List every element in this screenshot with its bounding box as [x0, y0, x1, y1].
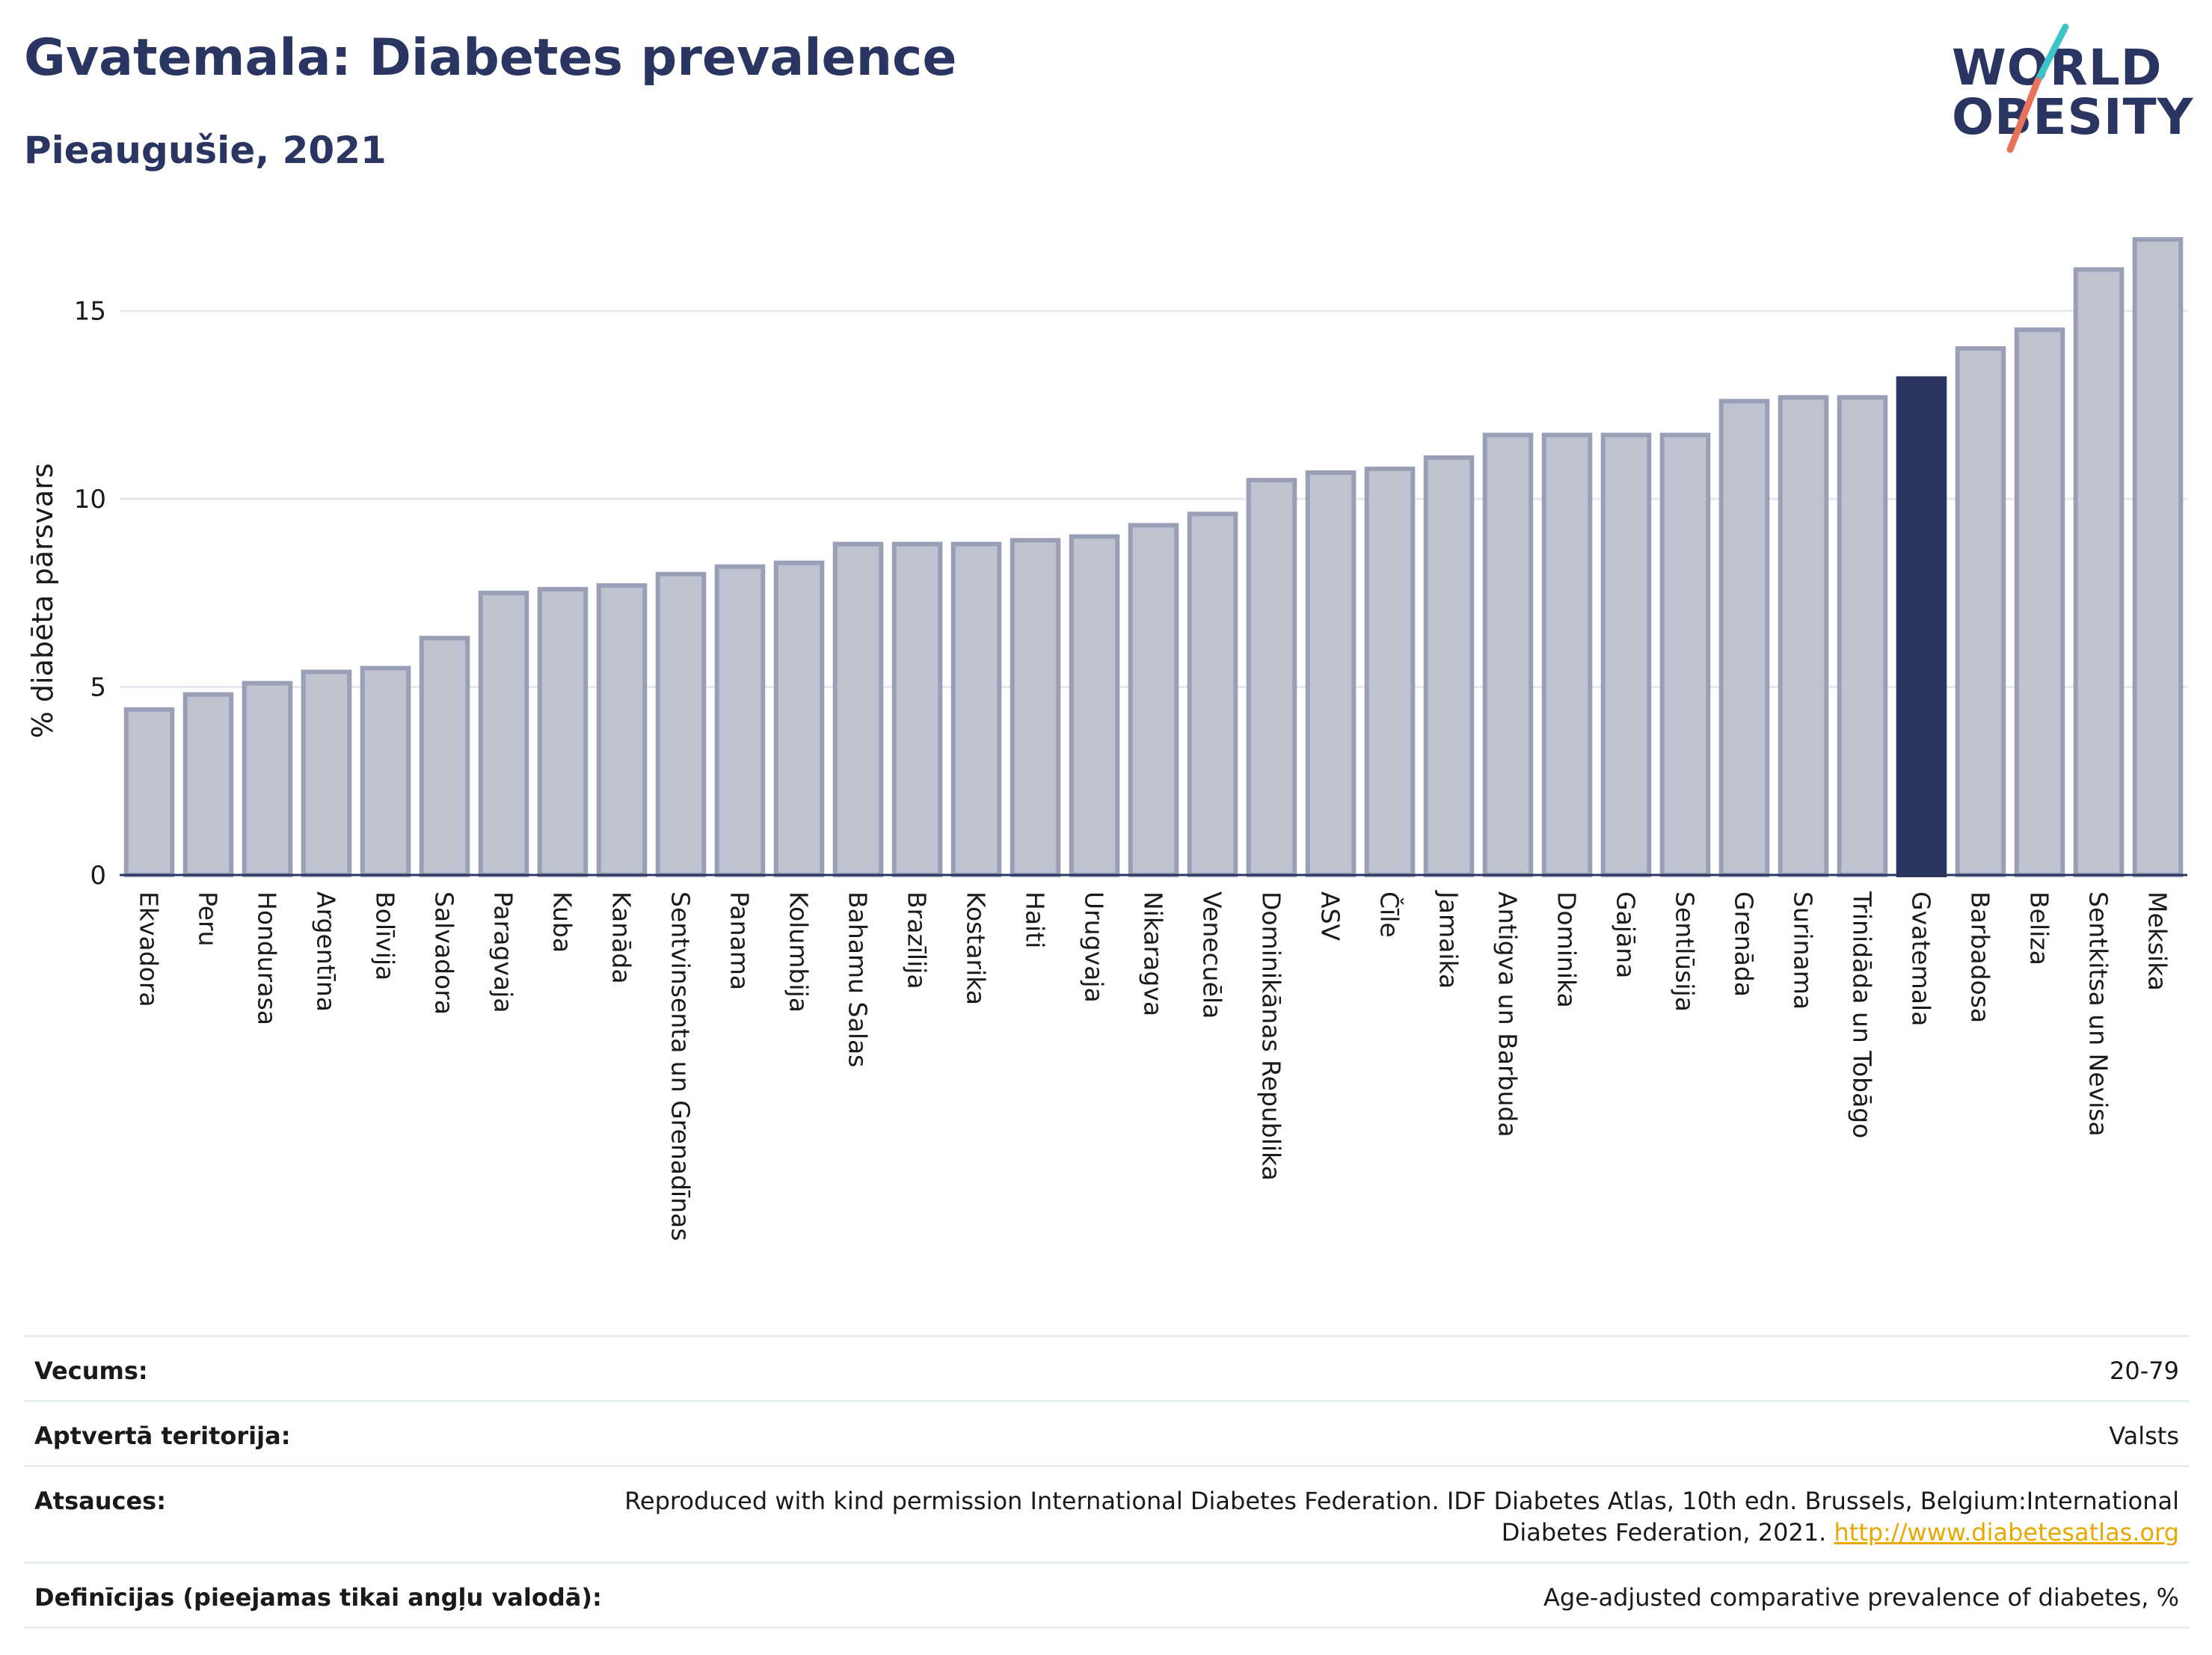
age-label: Vecums: — [34, 1357, 148, 1385]
x-tick-label: Peru — [194, 891, 223, 947]
bar-trinidāda-un-tobāgo — [1837, 395, 1888, 878]
bar-dominika — [1541, 432, 1593, 877]
bar-gvatemala — [1896, 376, 1947, 877]
x-tick-label: Venecuēla — [1198, 891, 1227, 1019]
info-row-definitions: Definīcijas (pieejamas tikai angļu valod… — [24, 1564, 2190, 1629]
info-row-age: Vecums: 20-79 — [24, 1337, 2190, 1402]
bar-antigva-un-barbuda — [1482, 432, 1534, 877]
bar-sentkitsa-un-nevisa — [2073, 267, 2125, 877]
y-tick-label: 10 — [74, 485, 106, 515]
references-value: Reproduced with kind permission Internat… — [624, 1485, 2179, 1548]
bar-sentvinsenta-un-grenadīnas — [655, 571, 707, 877]
x-tick-label: Panama — [725, 891, 755, 990]
x-tick-label: Čīle — [1375, 891, 1405, 938]
bar-sentlūsija — [1659, 432, 1711, 877]
x-tick-label: Hondurasa — [253, 891, 282, 1025]
x-tick-label: Dominikānas Republika — [1257, 891, 1286, 1181]
bar-meksika — [2132, 237, 2184, 877]
bar-chart: 0 5 10 15 Ekvadora Peru Hondurasa Argentīna Bolī… — [26, 237, 2187, 1241]
x-tick-label: Kostarika — [962, 891, 991, 1005]
x-tick-label: Surinama — [1789, 891, 1818, 1010]
bar-peru — [182, 692, 234, 878]
bars — [123, 237, 2184, 878]
y-tick-label: 0 — [90, 861, 106, 891]
x-tick-label: Bolīvija — [371, 891, 400, 980]
x-tick-label: Gvatemala — [1907, 891, 1936, 1026]
bar-gajāna — [1600, 432, 1652, 877]
x-tick-label: Kanāda — [607, 891, 636, 984]
chart-title: Gvatemala: Diabetes prevalence — [24, 28, 957, 87]
x-tick-label: Gajāna — [1612, 891, 1641, 978]
x-tick-label: ASV — [1316, 891, 1345, 942]
bar-venecuēla — [1187, 512, 1238, 877]
x-tick-label: Grenāda — [1730, 891, 1759, 997]
x-tick-label: Ekvadora — [135, 891, 164, 1007]
bar-barbadosa — [1955, 346, 2006, 877]
bar-paragvaja — [478, 590, 529, 877]
x-tick-label: Sentkitsa un Nevisa — [2084, 891, 2113, 1137]
x-tick-label: Trinidāda un Tobāgo — [1848, 891, 1877, 1138]
info-row-coverage: Aptvertā teritorija: Valsts — [24, 1402, 2190, 1467]
bar-panama — [714, 564, 766, 877]
x-tick-label: Dominika — [1552, 891, 1582, 1008]
x-tick-label: Urugvaja — [1080, 891, 1109, 1003]
info-row-references: Atsauces: Reproduced with kind permissio… — [24, 1467, 2190, 1564]
bar-kuba — [537, 586, 589, 877]
bar-hondurasa — [242, 681, 293, 877]
x-tick-label: Brazīlija — [903, 891, 932, 989]
references-text-1: Reproduced with kind permission Internat… — [624, 1487, 2179, 1515]
chart-subtitle: Pieaugušie, 2021 — [24, 129, 387, 172]
x-tick-label: Kuba — [548, 891, 577, 953]
bar-asv — [1305, 470, 1357, 877]
x-tick-label: Beliza — [2025, 891, 2054, 965]
bar-kostarika — [950, 541, 1002, 877]
bar-argentīna — [301, 669, 352, 877]
logo-slash-icon — [2006, 23, 2069, 153]
x-tick-label: Nikaragva — [1139, 891, 1168, 1016]
info-table: Vecums: 20-79 Aptvertā teritorija: Valst… — [24, 1335, 2190, 1629]
y-tick-label: 15 — [74, 297, 106, 327]
definitions-value: Age-adjusted comparative prevalence of d… — [1543, 1583, 2179, 1612]
x-tick-label: Sentlūsija — [1671, 891, 1700, 1012]
bar-kolumbija — [773, 560, 825, 877]
bar-nikaragva — [1128, 523, 1179, 877]
bar-dominikānas-republika — [1246, 478, 1297, 877]
bar-čīle — [1364, 466, 1416, 877]
bar-surinama — [1778, 395, 1829, 878]
x-tick-label: Antigva un Barbuda — [1493, 891, 1523, 1137]
x-tick-label: Bahamu Salas — [844, 891, 873, 1067]
age-value: 20-79 — [2110, 1357, 2179, 1385]
bar-jamaika — [1423, 455, 1475, 878]
x-tick-label: Salvadora — [430, 891, 459, 1015]
coverage-label: Aptvertā teritorija: — [34, 1422, 291, 1450]
y-axis-label: % diabēta pārsvars — [26, 463, 59, 738]
x-tick-label: Paragvaja — [489, 891, 518, 1013]
world-obesity-logo: WORLD OBESITY — [1952, 21, 2199, 159]
bar-grenāda — [1718, 399, 1770, 877]
x-tick-label: Meksika — [2143, 891, 2172, 991]
bar-kanāda — [596, 583, 648, 877]
x-tick-label: Barbadosa — [1966, 891, 1995, 1023]
x-tick-label: Haiti — [1021, 891, 1050, 948]
diabetes-atlas-link[interactable]: http://www.diabetesatlas.org — [1834, 1518, 2179, 1547]
logo-word-2: OBESITY — [1952, 88, 2194, 146]
bar-ekvadora — [123, 707, 175, 877]
axes: 0 5 10 15 Ekvadora Peru Hondurasa Argentīna Bolī… — [74, 297, 2187, 1241]
x-tick-label: Kolumbija — [784, 891, 814, 1013]
references-label: Atsauces: — [34, 1487, 166, 1515]
bar-beliza — [2014, 327, 2065, 878]
bar-bahamu-salas — [832, 541, 884, 877]
x-tick-label: Jamaika — [1434, 890, 1463, 989]
coverage-value: Valsts — [2109, 1422, 2179, 1450]
bar-bolīvija — [360, 666, 411, 878]
y-tick-label: 5 — [90, 673, 106, 703]
x-tick-label: Sentvinsenta un Grenadīnas — [666, 891, 695, 1241]
references-text-2: Diabetes Federation, 2021. — [1501, 1518, 1834, 1547]
bar-salvadora — [419, 636, 470, 877]
bar-urugvaja — [1069, 534, 1120, 877]
bar-brazīlija — [891, 541, 943, 877]
definitions-label: Definīcijas (pieejamas tikai angļu valod… — [34, 1583, 602, 1612]
bar-haiti — [1010, 538, 1061, 877]
x-tick-label: Argentīna — [312, 891, 341, 1012]
